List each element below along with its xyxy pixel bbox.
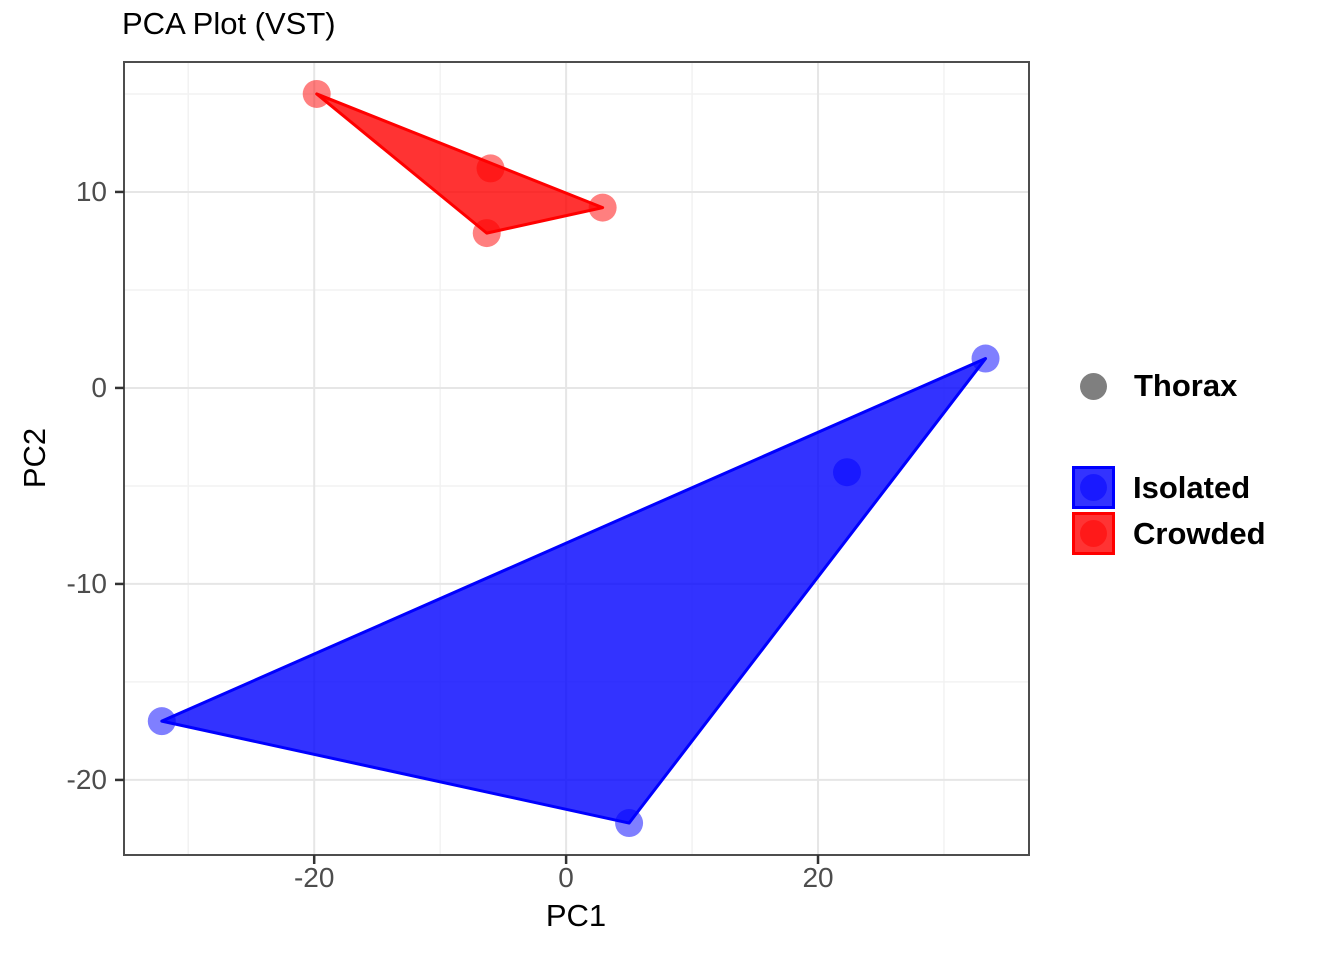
data-point-crowded — [588, 193, 617, 222]
hull-isolated — [160, 357, 988, 825]
y-tick-label: 10 — [75, 175, 107, 207]
data-point-isolated — [971, 344, 1000, 373]
legend-label-crowded: Crowded — [1133, 515, 1266, 551]
y-tick-label: -10 — [66, 567, 107, 599]
data-point-crowded — [302, 79, 331, 108]
y-tick-label: 0 — [91, 371, 107, 403]
isolated-key-icon — [1072, 466, 1115, 509]
legend-entry-thorax: Thorax — [1072, 364, 1237, 408]
legend-entry-crowded: Crowded — [1072, 512, 1266, 555]
hull-crowded — [315, 92, 605, 235]
x-tick-label: 0 — [558, 862, 574, 893]
chart-title: PCA Plot (VST) — [122, 6, 336, 41]
y-axis-title: PC2 — [17, 427, 52, 489]
thorax-point-icon — [1080, 372, 1107, 400]
data-point-isolated — [615, 809, 644, 838]
x-tick-label: -20 — [293, 862, 335, 893]
y-tick-label: -20 — [66, 763, 107, 795]
legend-label-thorax: Thorax — [1134, 368, 1238, 403]
data-point-isolated — [832, 458, 861, 487]
isolated-point-icon — [1080, 474, 1107, 501]
legend-entry-isolated: Isolated — [1072, 466, 1250, 509]
legend-label-isolated: Isolated — [1133, 469, 1251, 505]
crowded-key-icon — [1072, 512, 1115, 555]
crowded-point-icon — [1080, 520, 1107, 547]
data-point-crowded — [476, 154, 505, 183]
data-point-crowded — [472, 219, 501, 248]
x-tick-label: 20 — [802, 862, 834, 893]
data-point-isolated — [147, 707, 176, 736]
x-axis-title: PC1 — [545, 898, 607, 933]
panel-border — [123, 61, 1030, 856]
